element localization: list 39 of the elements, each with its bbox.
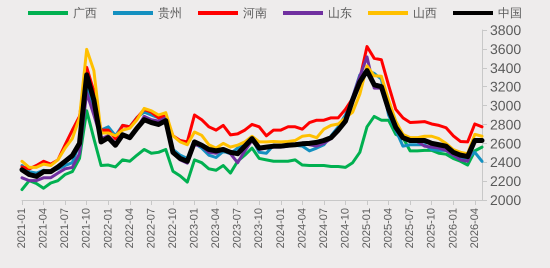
x-tick-label: 2022-07 bbox=[145, 208, 158, 248]
x-tick-label: 2024-01 bbox=[274, 208, 287, 248]
x-tick-label: 2022-04 bbox=[124, 208, 136, 248]
y-tick-label: 2200 bbox=[490, 173, 522, 190]
x-tick-label: 2025-10 bbox=[426, 208, 438, 248]
legend-label: 山东 bbox=[328, 6, 352, 20]
y-tick-label: 2600 bbox=[490, 135, 522, 152]
y-tick-label: 3400 bbox=[490, 60, 522, 76]
legend-label: 广西 bbox=[73, 6, 97, 20]
line-series bbox=[20, 109, 484, 192]
legend-label: 贵州 bbox=[158, 6, 182, 20]
y-tick-label: 2000 bbox=[490, 192, 522, 208]
y-tick-label: 3800 bbox=[490, 22, 522, 38]
x-tick-label: 2026-04 bbox=[468, 208, 481, 248]
y-tick-label: 3600 bbox=[490, 40, 522, 57]
x-tick-label: 2022-01 bbox=[102, 208, 114, 248]
x-tick-label: 2024-10 bbox=[339, 208, 352, 248]
x-tick-label: 2026-01 bbox=[447, 208, 460, 248]
x-tick-label: 2023-04 bbox=[210, 208, 222, 248]
y-tick-label: 3200 bbox=[490, 78, 522, 95]
x-tick-label: 2025-04 bbox=[382, 208, 395, 248]
x-tick-label: 2024-07 bbox=[318, 208, 330, 248]
x-tick-label: 2023-07 bbox=[232, 208, 244, 248]
y-tick-label: 3000 bbox=[490, 98, 522, 114]
x-tick-label: 2021-01 bbox=[16, 208, 28, 248]
x-tick-label: 2025-01 bbox=[361, 208, 373, 248]
x-tick-label: 2021-10 bbox=[80, 208, 93, 248]
y-tick-label: 2400 bbox=[490, 154, 522, 170]
legend-label: 中国 bbox=[498, 6, 522, 20]
x-tick-label: 2024-04 bbox=[296, 208, 308, 248]
x-tick-label: 2023-10 bbox=[253, 208, 266, 248]
x-tick-label: 2022-10 bbox=[166, 208, 179, 248]
y-tick-label: 2800 bbox=[490, 116, 522, 132]
x-tick-label: 2021-04 bbox=[38, 208, 50, 248]
legend-label: 山西 bbox=[413, 6, 437, 20]
x-tick-label: 2023-01 bbox=[188, 208, 200, 248]
x-tick-label: 2025-07 bbox=[404, 208, 416, 248]
legend-label: 河南 bbox=[243, 6, 267, 20]
x-tick-label: 2021-07 bbox=[59, 208, 72, 248]
